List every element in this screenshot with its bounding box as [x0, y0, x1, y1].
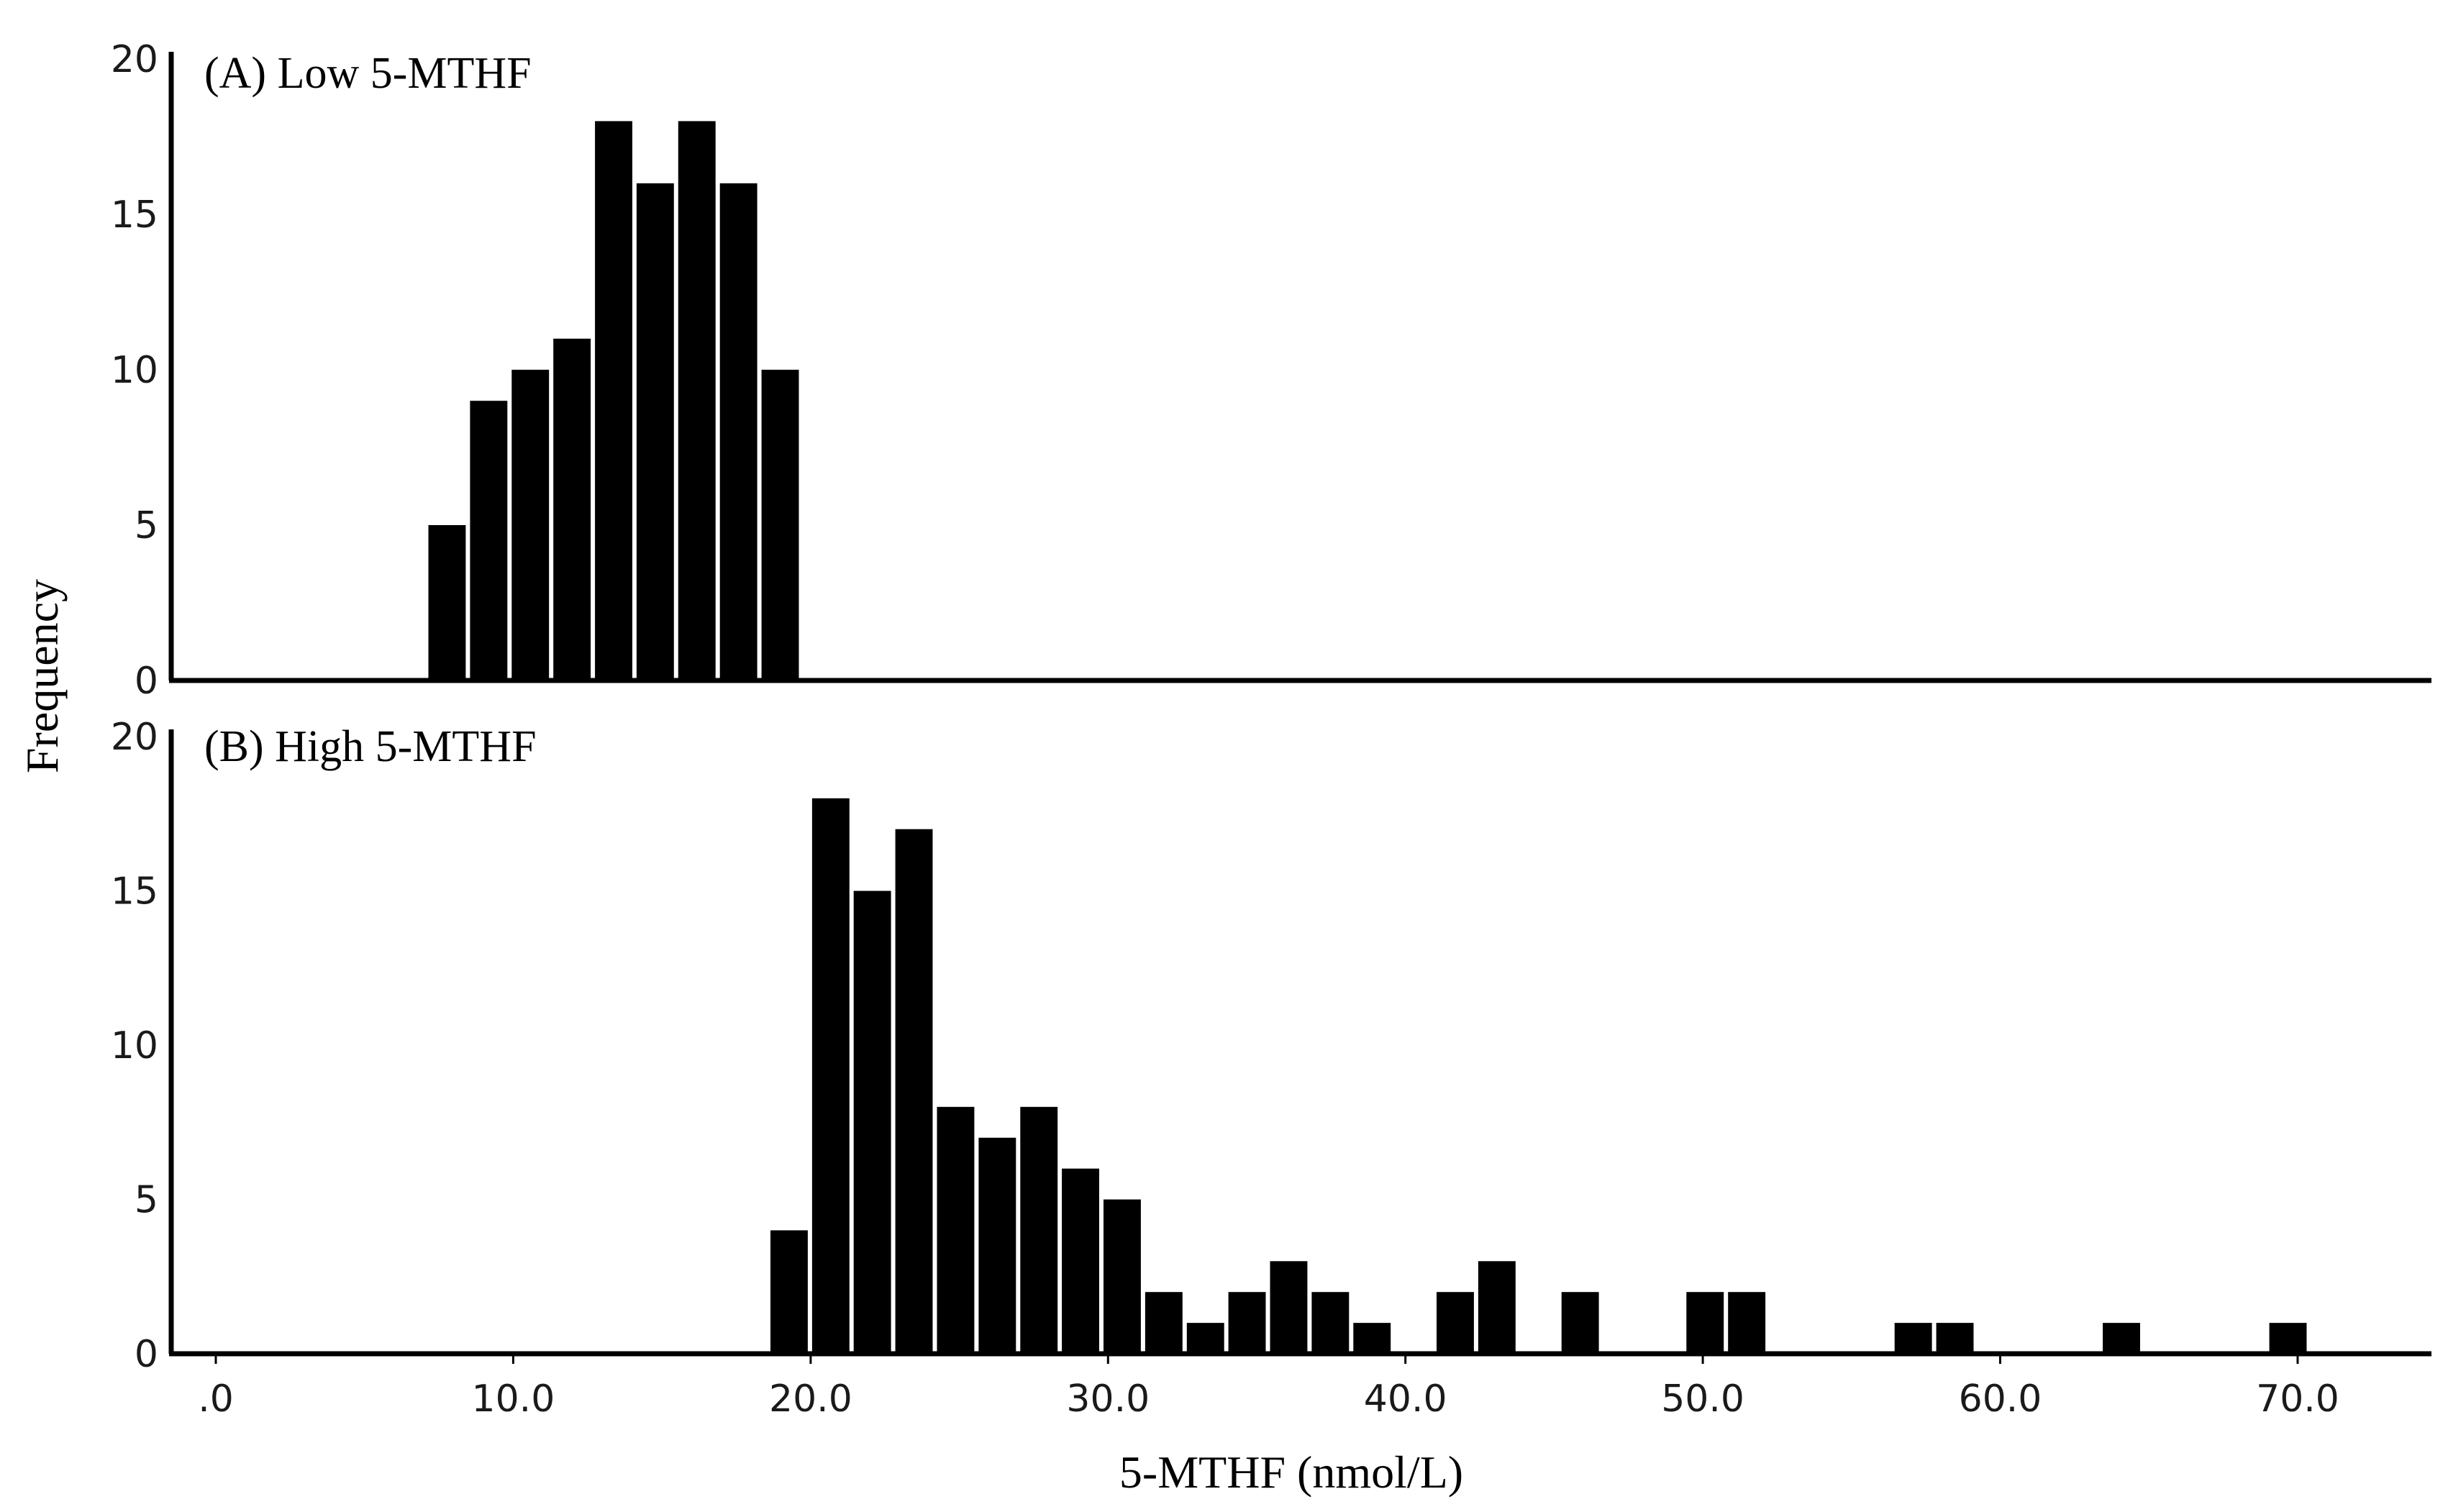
panel-a-y-tick-label: 20 [111, 38, 158, 81]
panel-b-bar [1062, 1168, 1099, 1354]
x-tick-label: 60.0 [1959, 1377, 2042, 1421]
panel-b-bar [1686, 1292, 1724, 1354]
panel-b-bar [1104, 1199, 1141, 1354]
panel-b-y-tick-label: 15 [111, 870, 158, 914]
panel-b-bar [1561, 1292, 1599, 1354]
panel-a-bar [428, 525, 466, 680]
panel-b-bar [2269, 1323, 2307, 1354]
x-ticks: .0 10.0 20.0 30.0 40.0 50.0 60.0 70.0 [198, 1354, 2339, 1421]
panel-a-label: (A) Low 5-MTHF [204, 49, 532, 98]
panel-a-bar [678, 121, 716, 680]
panel-b-bar [770, 1230, 808, 1354]
panel-b-bar [1728, 1292, 1766, 1354]
panel-b-bar [937, 1106, 975, 1354]
x-tick-label: 50.0 [1661, 1377, 1744, 1421]
x-tick-label: 10.0 [472, 1377, 555, 1421]
panel-a-y-tick-label: 0 [135, 660, 158, 703]
x-tick-label: 30.0 [1066, 1377, 1150, 1421]
panel-b-bar [1145, 1292, 1183, 1354]
panel-a-bar [636, 183, 674, 681]
panel-a-bar [470, 401, 508, 680]
panel-b-bar [853, 891, 891, 1354]
panel-a-bar [511, 370, 550, 680]
x-tick-label: 20.0 [769, 1377, 852, 1421]
panel-b-bar [811, 798, 850, 1354]
panel-a-y-tick-label: 15 [111, 193, 158, 237]
panel-b-y-ticks: 0 5 10 15 20 [111, 716, 158, 1376]
x-axis-title: 5-MTHF (nmol/L) [1119, 1447, 1463, 1498]
panel-b-bar [1936, 1323, 1974, 1354]
panel-b-label: (B) High 5-MTHF [204, 722, 537, 771]
panel-b-bar [1478, 1261, 1516, 1354]
x-tick-label: 70.0 [2256, 1377, 2339, 1421]
panel-b-bar [1270, 1261, 1308, 1354]
x-tick-label: 40.0 [1364, 1377, 1447, 1421]
panel-b-bar [1437, 1292, 1474, 1354]
panel-a-y-tick-label: 5 [135, 504, 158, 547]
panel-b-bar [1228, 1292, 1266, 1354]
x-tick-label: .0 [198, 1377, 234, 1421]
panel-b-bar [895, 829, 933, 1354]
panel-b-bar [1353, 1323, 1391, 1354]
panel-b-y-tick-label: 20 [111, 716, 158, 759]
panel-b-y-tick-label: 10 [111, 1024, 158, 1067]
panel-b-high: (B) High 5-MTHF 0 5 10 15 20 [111, 716, 2431, 1376]
y-axis-title: Frequency [17, 579, 68, 773]
panel-a-bar [761, 370, 799, 680]
panel-b-bar [1894, 1323, 1932, 1354]
panel-a-bars [428, 121, 799, 681]
panel-a-bar [553, 338, 591, 680]
panel-b-bar [1020, 1106, 1058, 1354]
panel-b-bar [1186, 1323, 1224, 1354]
panel-b-bar [1311, 1292, 1350, 1354]
panel-b-y-tick-label: 5 [135, 1179, 158, 1222]
panel-a-y-ticks: 0 5 10 15 20 [111, 38, 158, 703]
panel-b-bars [770, 798, 2307, 1354]
panel-a-y-tick-label: 10 [111, 349, 158, 392]
panel-a-low: (A) Low 5-MTHF 0 5 10 15 20 [111, 38, 2431, 703]
panel-b-bar [978, 1137, 1016, 1354]
panel-a-bar [719, 183, 757, 681]
panel-a-bar [595, 121, 632, 680]
panel-b-bar [2103, 1323, 2140, 1354]
panel-b-y-tick-label: 0 [135, 1333, 158, 1376]
